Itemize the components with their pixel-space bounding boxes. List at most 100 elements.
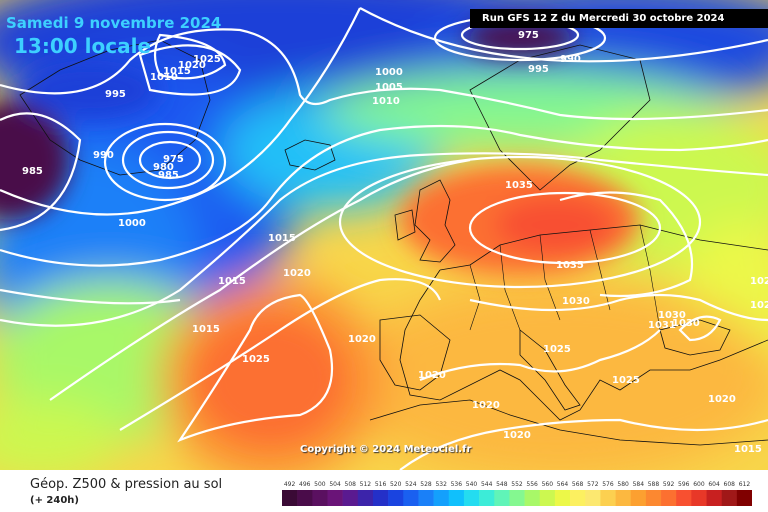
legend-swatch: [736, 490, 752, 506]
isobars: [0, 7, 768, 470]
legend-swatch: [372, 490, 389, 506]
isobar-label: 1015: [734, 444, 762, 455]
legend-tick-label: 584: [633, 481, 645, 488]
legend-swatch: [676, 490, 692, 506]
isobar-label: 1000: [375, 67, 403, 78]
run-info: Run GFS 12 Z du Mercredi 30 octobre 2024: [470, 9, 768, 28]
legend-tick-label: 600: [693, 481, 705, 488]
legend-swatch: [297, 490, 313, 506]
legend-swatch: [539, 490, 556, 506]
legend-swatch: [645, 490, 662, 506]
legend-swatch: [630, 490, 647, 506]
legend-tick-label: 580: [617, 481, 629, 488]
legend-tick-label: 568: [572, 481, 584, 488]
isobar-label: 985: [158, 170, 179, 181]
legend-tick-label: 504: [329, 481, 341, 488]
isobar-label: 1020: [418, 370, 446, 381]
isobar-label: 975: [163, 154, 184, 165]
coastlines: [19, 39, 768, 446]
legend-swatch: [721, 490, 738, 506]
legend-swatch: [615, 490, 632, 506]
isobar-label: 1005: [375, 82, 403, 93]
isobar-label: 1020: [283, 268, 311, 279]
legend-tick-label: 556: [526, 481, 538, 488]
legend-tick-label: 560: [542, 481, 554, 488]
isobar-label: 1020: [708, 394, 736, 405]
legend-tick-label: 572: [587, 481, 599, 488]
isobar-label: 1020: [750, 276, 768, 287]
legend-footer: Géop. Z500 & pression au sol (+ 240h) 49…: [0, 470, 768, 512]
isobar-label: 995: [105, 89, 126, 100]
legend-tick-label: 588: [648, 481, 660, 488]
legend-swatch: [448, 490, 465, 506]
legend-tick-label: 500: [314, 481, 326, 488]
legend-tick-label: 604: [708, 481, 720, 488]
legend-swatch: [463, 490, 480, 506]
isobar-label: 1020: [503, 430, 531, 441]
legend-swatch: [403, 490, 419, 506]
isobar-labels: 985 975 990 995 1025 1020 1015 1010 1000…: [22, 30, 768, 455]
legend-tick-label: 540: [466, 481, 478, 488]
legend-swatch: [342, 490, 359, 506]
legend-tick-label: 536: [451, 481, 463, 488]
isobar-label: 990: [560, 54, 581, 65]
legend-subtitle: (+ 240h): [30, 495, 79, 506]
isobar-label: 980: [153, 162, 174, 173]
isobar-label: 995: [528, 64, 549, 75]
isobar-label: 1015: [192, 324, 220, 335]
legend-swatch: [479, 490, 495, 506]
legend-tick-label: 492: [284, 481, 296, 488]
isobar-label: 1020: [178, 60, 206, 71]
legend-swatch: [357, 490, 374, 506]
legend-tick-label: 524: [405, 481, 417, 488]
legend-swatch: [327, 490, 343, 506]
isobar-label: 990: [93, 150, 114, 161]
weather-map: 985 975 990 995 1025 1020 1015 1010 1000…: [0, 0, 768, 470]
legend-swatch: [388, 490, 404, 506]
isobar-label: 1010: [372, 96, 400, 107]
legend-tick-label: 496: [299, 481, 311, 488]
legend-tick-label: 576: [602, 481, 614, 488]
isobar-label: 1020: [472, 400, 500, 411]
legend-tick-label: 516: [375, 481, 387, 488]
legend-title: Géop. Z500 & pression au sol: [30, 477, 223, 492]
legend-swatch: [312, 490, 328, 506]
isobar-label: 1025: [750, 300, 768, 311]
legend-swatch: [524, 490, 541, 506]
legend-swatch: [418, 490, 434, 506]
isobar-label: 1035: [505, 180, 533, 191]
isobar-label: 1015: [218, 276, 246, 287]
legend-tick-labels: 492 496 500 504 508 512 516 520 524 528 532 536 540 5…: [284, 481, 750, 488]
isobar-label: 1020: [348, 334, 376, 345]
legend-tick-label: 528: [420, 481, 432, 488]
isobar-label: 1025: [242, 354, 270, 365]
copyright: Copyright © 2024 Meteociel.fr: [300, 444, 472, 455]
legend-swatch: [706, 490, 722, 506]
isobar-label: 1010: [150, 72, 178, 83]
isobar-label: 1015: [268, 233, 296, 244]
legend-swatch: [494, 490, 510, 506]
isobar-label: 1025: [612, 375, 640, 386]
legend-swatch: [600, 490, 616, 506]
isobar-label: 1035: [556, 260, 584, 271]
forecast-date: Samedi 9 novembre 2024: [6, 14, 222, 32]
isobar-label: 1031: [648, 320, 676, 331]
legend-swatch: [661, 490, 677, 506]
legend-tick-label: 520: [390, 481, 402, 488]
isobar-label: 1000: [118, 218, 146, 229]
legend-tick-label: 544: [481, 481, 493, 488]
legend-swatch: [691, 490, 707, 506]
legend-tick-label: 508: [345, 481, 357, 488]
legend-swatch: [585, 490, 601, 506]
isobar-label: 985: [22, 166, 43, 177]
isobar-label: 1015: [163, 66, 191, 77]
legend-tick-label: 608: [724, 481, 736, 488]
forecast-time: 13:00 locale: [14, 34, 151, 58]
isobar-label: 1030: [658, 310, 686, 321]
isobar-label: 1030: [562, 296, 590, 307]
legend-color-scale: [282, 490, 752, 506]
legend-tick-label: 564: [557, 481, 569, 488]
legend-tick-label: 592: [663, 481, 675, 488]
legend-tick-label: 512: [360, 481, 372, 488]
